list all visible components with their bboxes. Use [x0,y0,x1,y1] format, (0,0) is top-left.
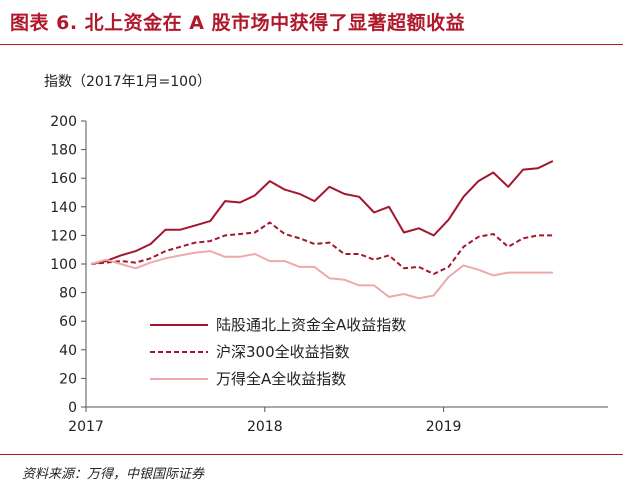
y-tick-label: 200 [50,114,77,130]
legend-label-1: 陆股通北上资金全A收益指数 [216,316,406,334]
source-divider [0,454,623,455]
y-tick-label: 20 [59,371,77,387]
y-tick-label: 0 [68,400,77,416]
y-tick-label: 60 [59,314,77,330]
line-chart: 指数（2017年1月=100） 0 20 40 60 80 100 120 140 160 180… [44,74,608,435]
x-axis-ticks: 2017 2018 2019 [68,407,461,435]
y-tick-label: 80 [59,286,77,302]
source-note: 资料来源：万得，中银国际证券 [22,467,205,482]
y-tick-label: 180 [50,143,77,159]
y-tick-label: 40 [59,343,77,359]
x-tick-label: 2018 [247,419,283,435]
y-tick-label: 100 [50,257,77,273]
y-tick-label: 120 [50,228,77,244]
figure-title: 图表 6. 北上资金在 A 股市场中获得了显著超额收益 [10,12,466,34]
series-line-3 [90,250,553,300]
y-axis-ticks: 0 20 40 60 80 100 120 140 160 180 200 [50,114,86,416]
legend-label-3: 万得全A全收益指数 [216,370,346,388]
y-axis-unit-label: 指数（2017年1月=100） [44,74,211,90]
title-bar: 图表 6. 北上资金在 A 股市场中获得了显著超额收益 [0,0,623,45]
x-tick-label: 2017 [68,419,104,435]
series-lines [90,160,554,300]
x-tick-label: 2019 [426,419,462,435]
y-tick-label: 140 [50,200,77,216]
y-tick-label: 160 [50,171,77,187]
legend-label-2: 沪深300全收益指数 [216,343,350,361]
series-line-2 [90,221,553,275]
series-line-1 [90,160,554,265]
